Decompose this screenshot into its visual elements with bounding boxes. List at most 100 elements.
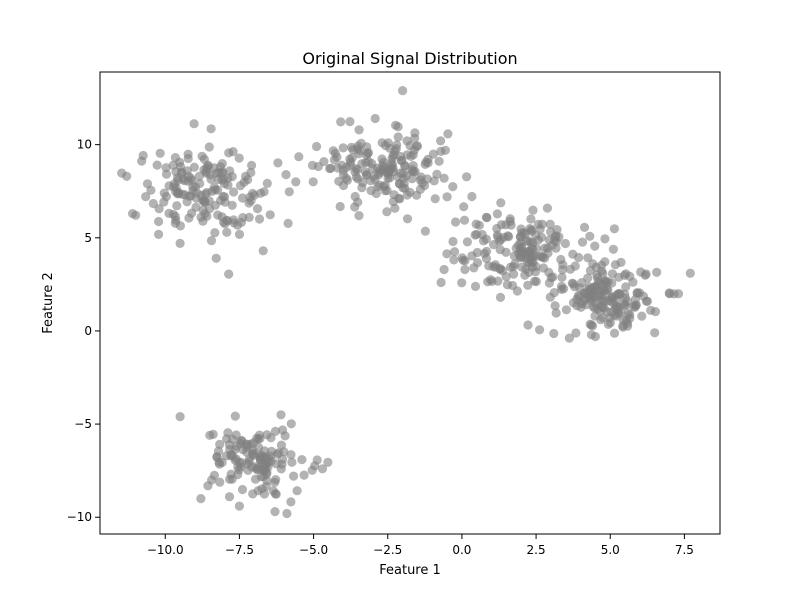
scatter-point (273, 158, 283, 168)
scatter-point (450, 247, 460, 257)
scatter-point (439, 173, 449, 183)
scatter-point (448, 236, 458, 247)
scatter-point (148, 198, 158, 209)
scatter-point (224, 269, 234, 279)
scatter-point (420, 226, 430, 236)
scatter-point (329, 155, 339, 165)
scatter-point (284, 187, 294, 197)
scatter-point (603, 319, 613, 329)
scatter-point (585, 231, 595, 241)
scatter-point (421, 157, 431, 167)
scatter-point (621, 269, 631, 279)
scatter-point (451, 217, 461, 227)
scatter-point (402, 214, 413, 224)
scatter-point (570, 282, 580, 292)
scatter-point (443, 129, 453, 139)
scatter-point (397, 156, 407, 166)
scatter-point (262, 178, 272, 188)
scatter-point (222, 227, 232, 237)
scatter-point (215, 477, 225, 487)
scatter-point (398, 86, 408, 96)
scatter-point (249, 190, 259, 200)
scatter-point (210, 228, 220, 238)
scatter-point (276, 410, 286, 420)
scatter-point (337, 160, 347, 170)
scatter-point (219, 192, 230, 202)
scatter-point (360, 167, 370, 177)
scatter-point (141, 192, 151, 202)
scatter-point (568, 249, 578, 259)
scatter-point (278, 454, 288, 464)
scatter-point (308, 177, 318, 187)
scatter-point (525, 255, 535, 265)
scatter-point (217, 159, 227, 169)
scatter-point (257, 484, 267, 494)
scatter-point (407, 174, 417, 184)
scatter-point (374, 180, 384, 190)
scatter-point (556, 284, 567, 294)
scatter-point (590, 331, 601, 342)
scatter-point (289, 471, 299, 481)
scatter-point (287, 457, 297, 467)
scatter-point (487, 276, 497, 286)
scatter-point (294, 152, 304, 162)
scatter-point (398, 168, 408, 178)
scatter-point (628, 277, 638, 287)
x-tick-label: 5.0 (601, 543, 620, 557)
scatter-point (244, 198, 254, 208)
scatter-point (467, 191, 477, 202)
scatter-point (194, 171, 204, 181)
scatter-point (154, 229, 164, 239)
chart-title: Original Signal Distribution (302, 49, 517, 68)
scatter-point (173, 189, 183, 199)
scatter-point (556, 254, 566, 265)
x-axis: −10.0 −7.5 −5.0 −2.5 0.0 2.5 5.0 7.5 (147, 534, 694, 557)
scatter-point (392, 140, 402, 150)
scatter-point (533, 235, 543, 245)
scatter-point (323, 457, 333, 467)
plot-frame (99, 71, 721, 535)
scatter-point (571, 328, 581, 338)
scatter-point (492, 209, 502, 219)
scatter-point (673, 289, 684, 299)
scatter-point (600, 257, 610, 267)
scatter-point (142, 179, 153, 189)
scatter-point (535, 325, 545, 335)
scatter-point (354, 211, 364, 221)
scatter-point (579, 222, 590, 232)
scatter-point (432, 169, 442, 179)
scatter-point (428, 149, 438, 159)
scatter-point (183, 149, 193, 159)
scatter-point (416, 172, 426, 182)
scatter-point (161, 169, 172, 179)
scatter-point (199, 165, 209, 175)
scatter-point (226, 469, 236, 479)
scatter-point (213, 185, 223, 195)
scatter-point (508, 262, 518, 272)
scatter-point (250, 474, 261, 484)
scatter-point (402, 190, 412, 200)
scatter-point (489, 240, 499, 250)
scatter-point (354, 125, 364, 135)
scatter-point (317, 464, 328, 474)
scatter-point (469, 263, 479, 273)
scatter-point (223, 428, 233, 438)
scatter-point (449, 255, 459, 265)
scatter-point (482, 246, 492, 256)
scatter-point (558, 265, 568, 275)
scatter-point (457, 278, 467, 288)
scatter-point (347, 153, 357, 163)
scatter-point (638, 291, 649, 301)
scatter-point (586, 293, 596, 303)
y-tick-label: −10 (67, 510, 92, 524)
scatter-point (470, 281, 481, 291)
x-tick-label: −2.5 (373, 543, 402, 557)
scatter-point (338, 143, 348, 153)
scatter-point (218, 167, 228, 177)
scatter-point (560, 238, 571, 249)
scatter-point (390, 203, 400, 213)
scatter-point (336, 117, 346, 127)
scatter-point (286, 450, 296, 460)
